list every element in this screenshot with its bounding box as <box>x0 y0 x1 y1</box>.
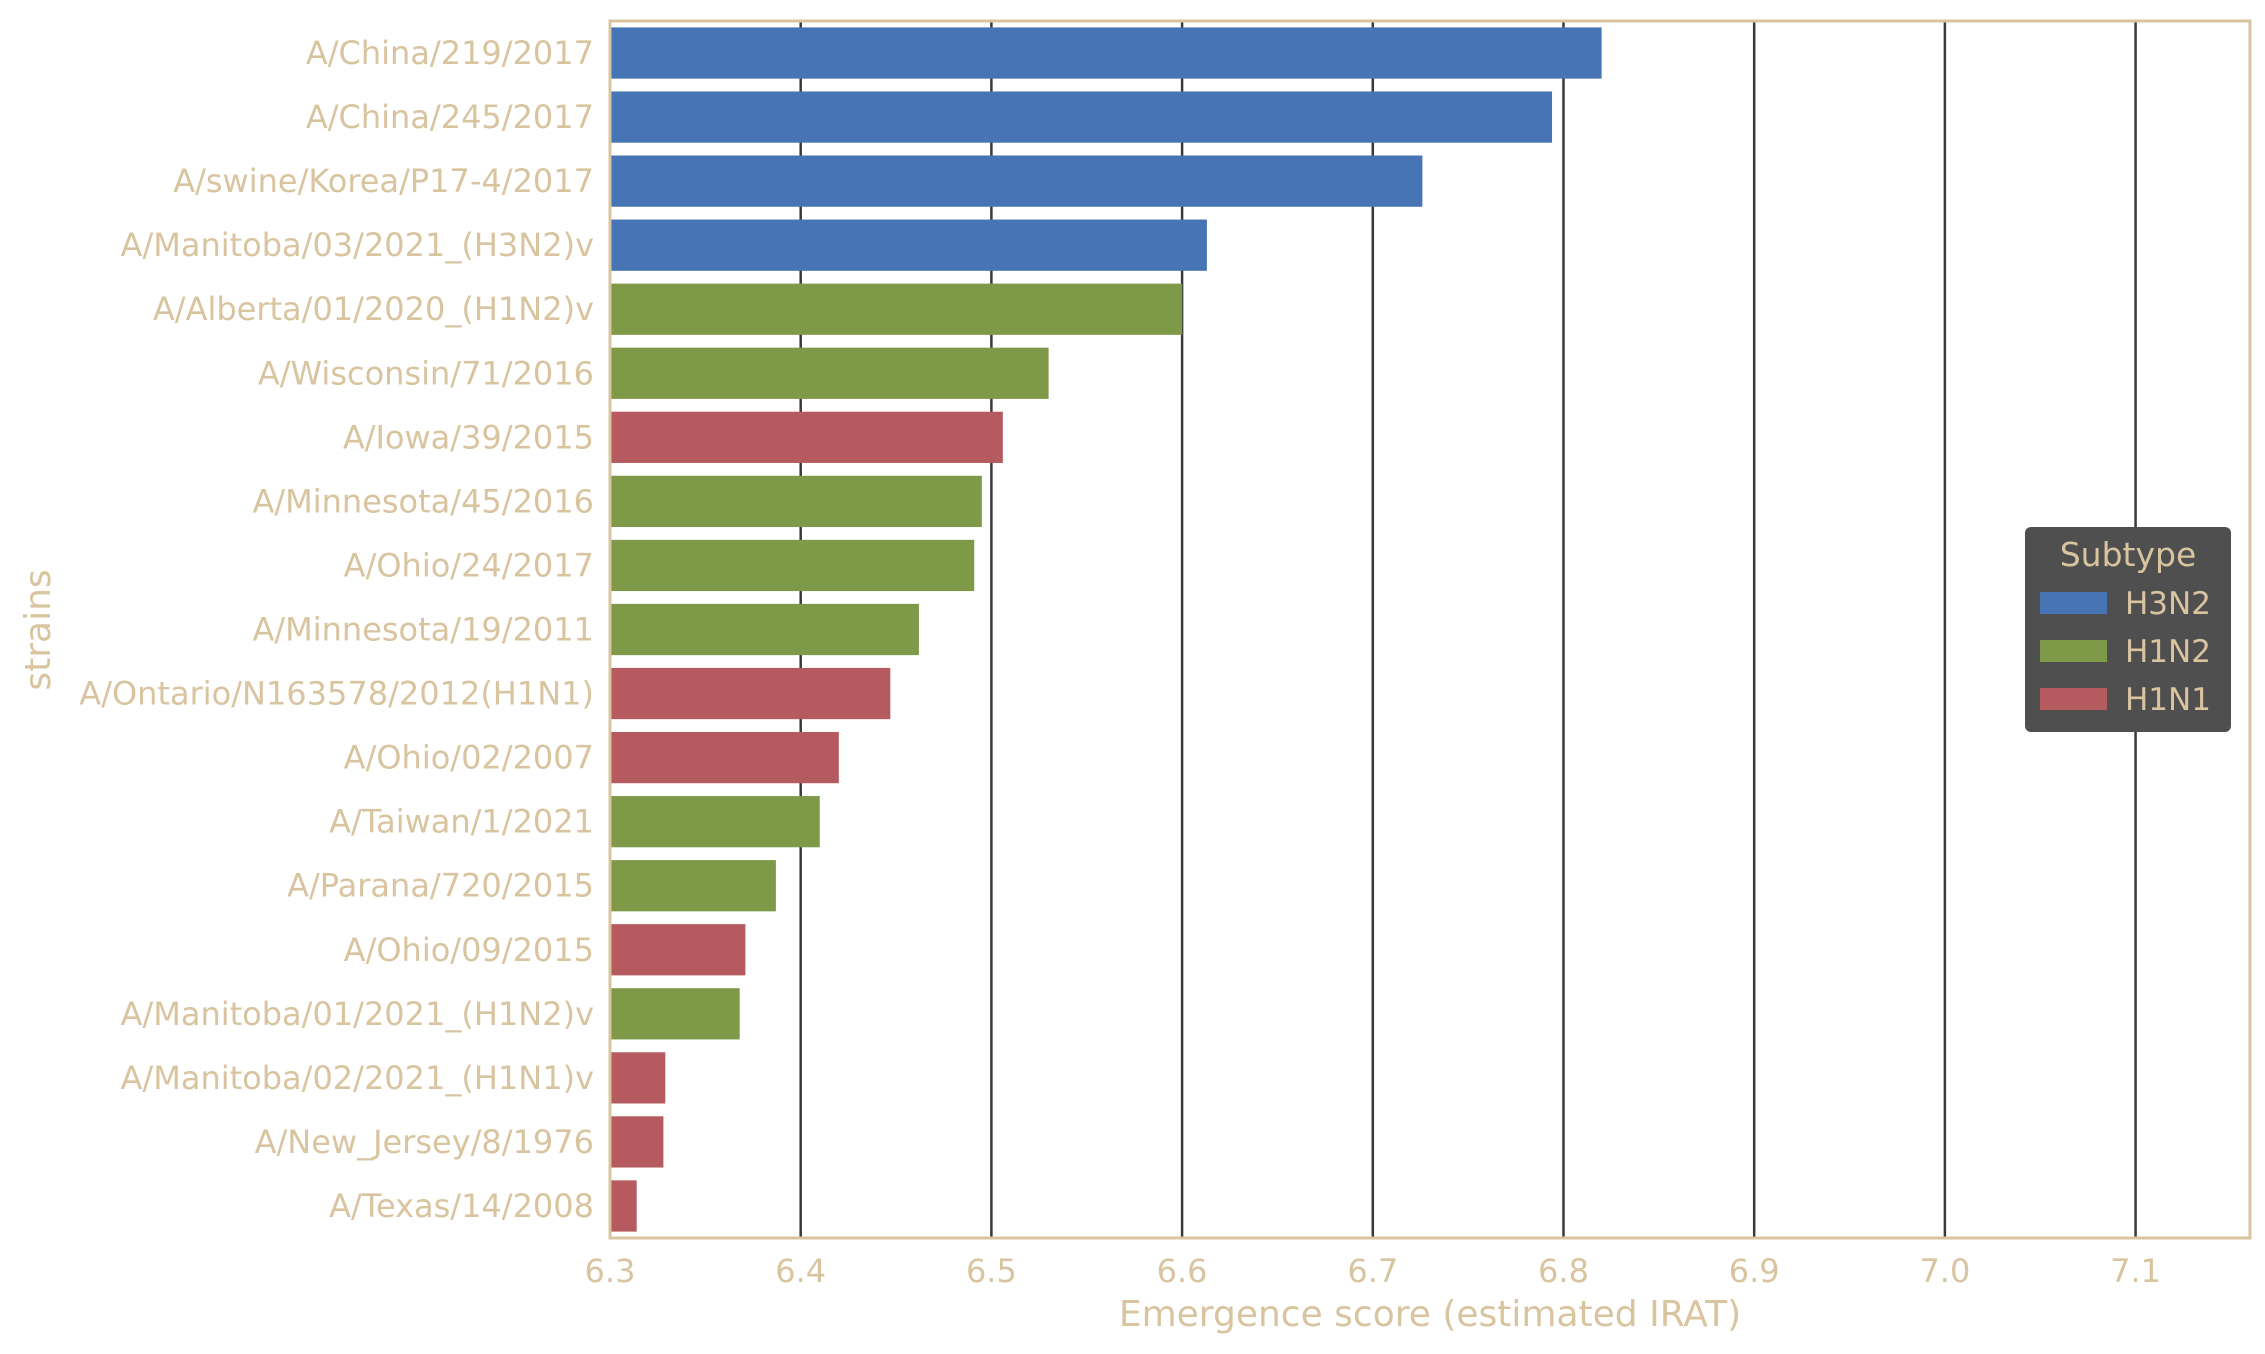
plot-frame <box>608 19 2252 1240</box>
x-tick-label: 7.1 <box>2110 1252 2161 1290</box>
y-tick-label: A/Ohio/02/2007 <box>344 739 594 777</box>
bar <box>610 219 1207 271</box>
legend: Subtype H3N2 H1N2 H1N1 <box>2025 527 2231 732</box>
y-tick-label: A/Minnesota/45/2016 <box>252 482 594 520</box>
x-tick-labels: 6.3 6.4 6.5 6.6 6.7 6.8 6.9 7.0 7.1 <box>585 1252 2161 1290</box>
bar <box>610 667 891 720</box>
y-tick-label: A/Taiwan/1/2021 <box>329 803 594 841</box>
bar-layer <box>610 27 1602 1232</box>
bar <box>610 924 746 976</box>
bar <box>610 475 982 528</box>
y-axis-label: strains <box>18 569 59 690</box>
y-tick-label: A/swine/Korea/P17-4/2017 <box>173 162 594 200</box>
x-tick-label: 6.8 <box>1538 1252 1589 1290</box>
y-tick-label: A/Ontario/N163578/2012(H1N1) <box>79 675 594 713</box>
y-tick-label: A/China/245/2017 <box>306 98 594 136</box>
bar <box>610 91 1553 143</box>
y-tick-label: A/Manitoba/02/2021_(H1N1)v <box>121 1059 594 1097</box>
y-tick-label: A/Alberta/01/2020_(H1N2)v <box>153 290 594 328</box>
bar <box>610 539 975 592</box>
legend-label: H1N2 <box>2125 634 2211 670</box>
legend-label: H1N1 <box>2125 682 2211 718</box>
legend-swatch <box>2040 640 2107 662</box>
x-tick-label: 6.5 <box>966 1252 1017 1290</box>
x-tick-label: 6.9 <box>1729 1252 1780 1290</box>
bar <box>610 347 1049 399</box>
bar <box>610 1052 666 1104</box>
y-tick-label: A/Iowa/39/2015 <box>343 418 594 456</box>
legend-title: Subtype <box>2060 535 2197 574</box>
y-tick-label: A/Manitoba/03/2021_(H3N2)v <box>121 226 594 264</box>
y-tick-label: A/Ohio/09/2015 <box>344 931 594 969</box>
y-tick-label: A/New_Jersey/8/1976 <box>255 1123 594 1161</box>
y-tick-label: A/Wisconsin/71/2016 <box>258 354 594 392</box>
bar <box>610 1180 637 1232</box>
x-tick-label: 6.4 <box>775 1252 826 1290</box>
x-tick-label: 6.6 <box>1157 1252 1208 1290</box>
bar <box>610 731 839 784</box>
bar <box>610 796 820 848</box>
legend-box <box>2025 527 2231 732</box>
y-tick-labels: A/China/219/2017 A/China/245/2017 A/swine/… <box>79 34 594 1225</box>
y-tick-label: A/China/219/2017 <box>306 34 594 72</box>
x-axis-label: Emergence score (estimated IRAT) <box>1119 1294 1741 1335</box>
y-tick-label: A/Ohio/24/2017 <box>344 546 594 584</box>
bar <box>610 1116 664 1168</box>
x-tick-label: 6.3 <box>585 1252 636 1290</box>
legend-swatch <box>2040 688 2107 710</box>
y-tick-label: A/Texas/14/2008 <box>329 1187 594 1225</box>
bar <box>610 603 919 656</box>
bar <box>610 155 1423 207</box>
bar <box>610 283 1183 335</box>
x-tick-label: 6.7 <box>1347 1252 1398 1290</box>
y-tick-label: A/Parana/720/2015 <box>287 867 594 905</box>
bar <box>610 860 776 912</box>
x-tick-label: 7.0 <box>1919 1252 1970 1290</box>
bar <box>610 27 1602 79</box>
bar <box>610 411 1003 463</box>
legend-entries: H3N2 H1N2 H1N1 <box>2040 586 2211 718</box>
legend-swatch <box>2040 592 2107 614</box>
legend-label: H3N2 <box>2125 586 2211 622</box>
y-tick-label: A/Manitoba/01/2021_(H1N2)v <box>121 995 594 1033</box>
y-tick-label: A/Minnesota/19/2011 <box>252 611 594 649</box>
bar <box>610 988 740 1040</box>
